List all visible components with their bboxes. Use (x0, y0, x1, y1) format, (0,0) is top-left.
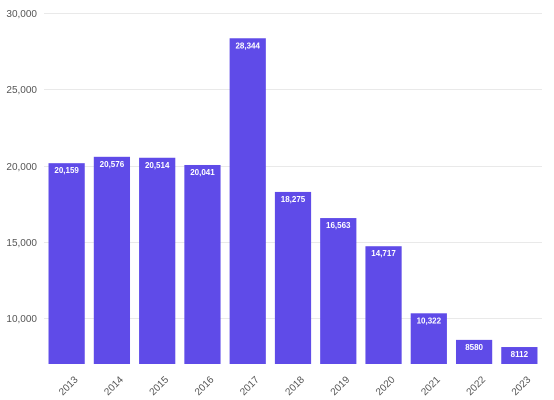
bar (501, 347, 538, 364)
y-tick-label: 10,000 (6, 314, 37, 325)
bar-data-label: 8580 (465, 343, 483, 352)
x-tick-label: 2023 (510, 374, 534, 398)
bar (93, 156, 131, 364)
bar (184, 164, 221, 364)
y-tick-label: 30,000 (6, 9, 37, 20)
y-tick-label: 20,000 (6, 162, 37, 173)
bar (455, 339, 493, 364)
bar-data-label: 20,576 (100, 160, 125, 169)
bar-data-label: 10,322 (417, 316, 442, 325)
bar (365, 246, 402, 364)
x-tick-label: 2017 (238, 374, 262, 398)
x-tick-label: 2022 (465, 374, 489, 398)
x-tick-label: 2016 (193, 374, 217, 398)
bar-data-label: 28,344 (235, 41, 260, 50)
bar (320, 218, 357, 364)
bar (274, 191, 312, 364)
bar-data-label: 16,563 (326, 221, 351, 230)
bar-data-label: 20,514 (145, 161, 170, 170)
x-tick-label: 2018 (283, 374, 307, 398)
x-tick-label: 2015 (148, 374, 172, 398)
bar-data-label: 8112 (511, 350, 529, 359)
x-tick-label: 2021 (419, 374, 443, 398)
bar-data-label: 18,275 (281, 195, 306, 204)
y-axis-ticks: 10,000 15,000 20,000 25,000 30,000 (6, 9, 37, 325)
bar-data-label: 14,717 (371, 249, 396, 258)
y-tick-label: 15,000 (6, 238, 37, 249)
x-tick-label: 2019 (329, 374, 353, 398)
x-tick-label: 2014 (102, 374, 126, 398)
y-tick-label: 25,000 (6, 85, 37, 96)
x-axis-ticks: 2013 2014 2015 2016 2017 2018 2019 2020 2021 2022… (57, 374, 534, 398)
x-tick-label: 2020 (374, 374, 398, 398)
bar (229, 38, 266, 364)
bars (48, 38, 538, 364)
bar (410, 313, 447, 364)
x-tick-label: 2013 (57, 374, 81, 398)
bar (139, 157, 176, 364)
bar-data-label: 20,041 (190, 168, 215, 177)
bar (48, 163, 85, 364)
bar-data-labels: 20,159 20,576 20,514 20,041 28,344 18,275 16,5… (54, 41, 528, 359)
bar-data-label: 20,159 (54, 166, 79, 175)
